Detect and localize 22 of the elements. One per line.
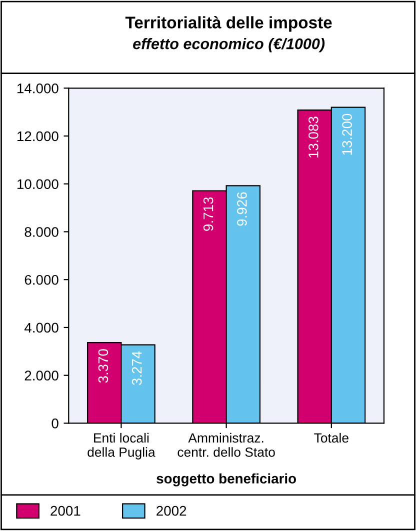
- y-tick-label: 10.000: [18, 179, 58, 190]
- y-tick-label: 8.000: [24, 227, 58, 237]
- chart-subtitle: effetto economico (€/1000): [133, 38, 325, 52]
- data-label: 9.713: [203, 197, 214, 231]
- legend-label: 2001: [50, 506, 80, 516]
- x-tick-label: Enti locali della Puglia: [88, 432, 156, 460]
- data-label: 9.926: [237, 192, 247, 226]
- x-tick-label: Amministraz. centr. dello Stato: [178, 432, 275, 457]
- x-tick-label: Totale: [314, 432, 348, 443]
- legend-label: 2002: [156, 506, 186, 516]
- y-tick-label: 6.000: [24, 274, 58, 285]
- y-tick-label: 12.000: [18, 131, 58, 142]
- x-axis-title: soggetto beneficiario: [156, 473, 296, 486]
- y-tick-label: 2.000: [24, 370, 58, 381]
- data-label: 3.274: [132, 351, 142, 386]
- y-tick-label: 0: [52, 418, 58, 428]
- data-label: 3.370: [98, 349, 108, 383]
- data-label: 13.083: [308, 116, 318, 158]
- y-tick-label: 4.000: [24, 322, 58, 333]
- y-tick-label: 14.000: [18, 83, 58, 94]
- data-label: 13.200: [342, 114, 352, 155]
- chart-title: Territorialità delle imposte: [125, 16, 332, 32]
